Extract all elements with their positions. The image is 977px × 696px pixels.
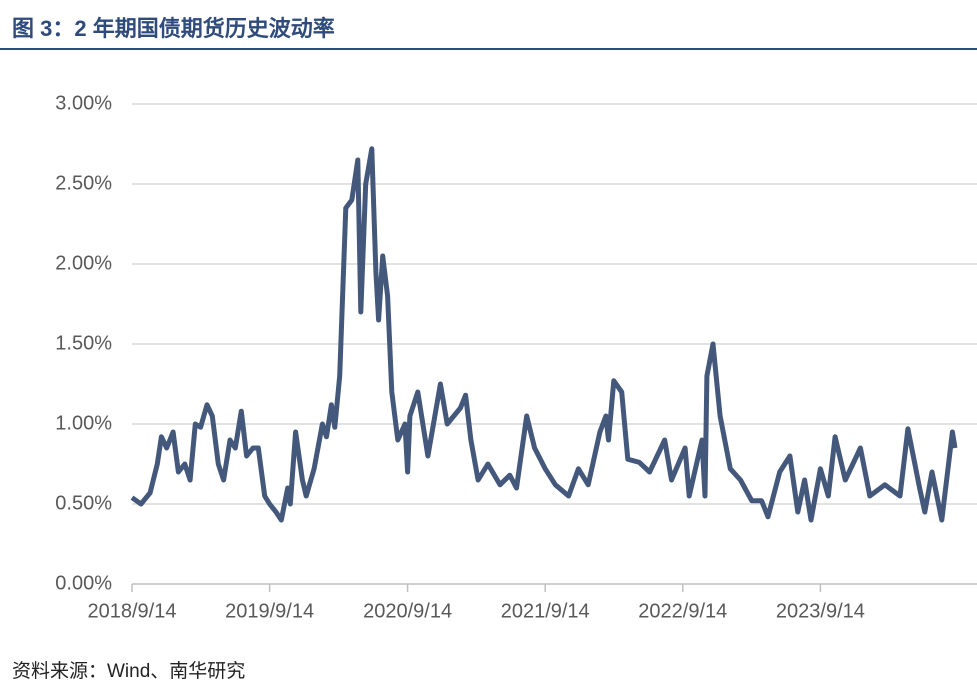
x-tick-label: 2020/9/14: [363, 600, 452, 622]
x-tick-label: 2018/9/14: [88, 600, 177, 622]
y-tick-label: 1.50%: [55, 332, 112, 354]
y-tick-label: 2.00%: [55, 252, 112, 274]
x-tick-label: 2021/9/14: [501, 600, 590, 622]
chart-title: 图 3：2 年期国债期货历史波动率: [12, 16, 335, 41]
y-tick-label: 1.00%: [55, 412, 112, 434]
x-tick-label: 2022/9/14: [638, 600, 727, 622]
y-tick-label: 3.00%: [55, 92, 112, 114]
y-tick-label: 0.00%: [55, 572, 112, 594]
data-line: [130, 146, 958, 523]
y-tick-label: 0.50%: [55, 492, 112, 514]
source-note: 资料来源：Wind、南华研究: [12, 660, 245, 682]
x-tick-label: 2019/9/14: [225, 600, 314, 622]
y-tick-label: 2.50%: [55, 172, 112, 194]
x-tick-label: 2023/9/14: [776, 600, 865, 622]
